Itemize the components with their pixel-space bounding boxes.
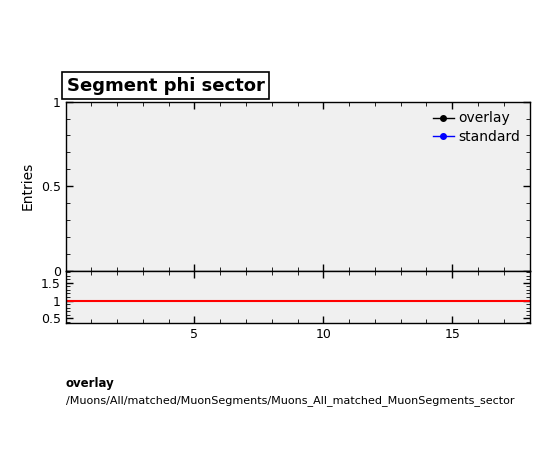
Text: /Muons/All/matched/MuonSegments/Muons_All_matched_MuonSegments_sector: /Muons/All/matched/MuonSegments/Muons_Al… [66,395,514,406]
Legend: overlay, standard: overlay, standard [430,109,523,146]
Text: Segment phi sector: Segment phi sector [67,77,264,95]
Y-axis label: Entries: Entries [21,162,35,210]
Text: overlay: overlay [66,377,114,389]
